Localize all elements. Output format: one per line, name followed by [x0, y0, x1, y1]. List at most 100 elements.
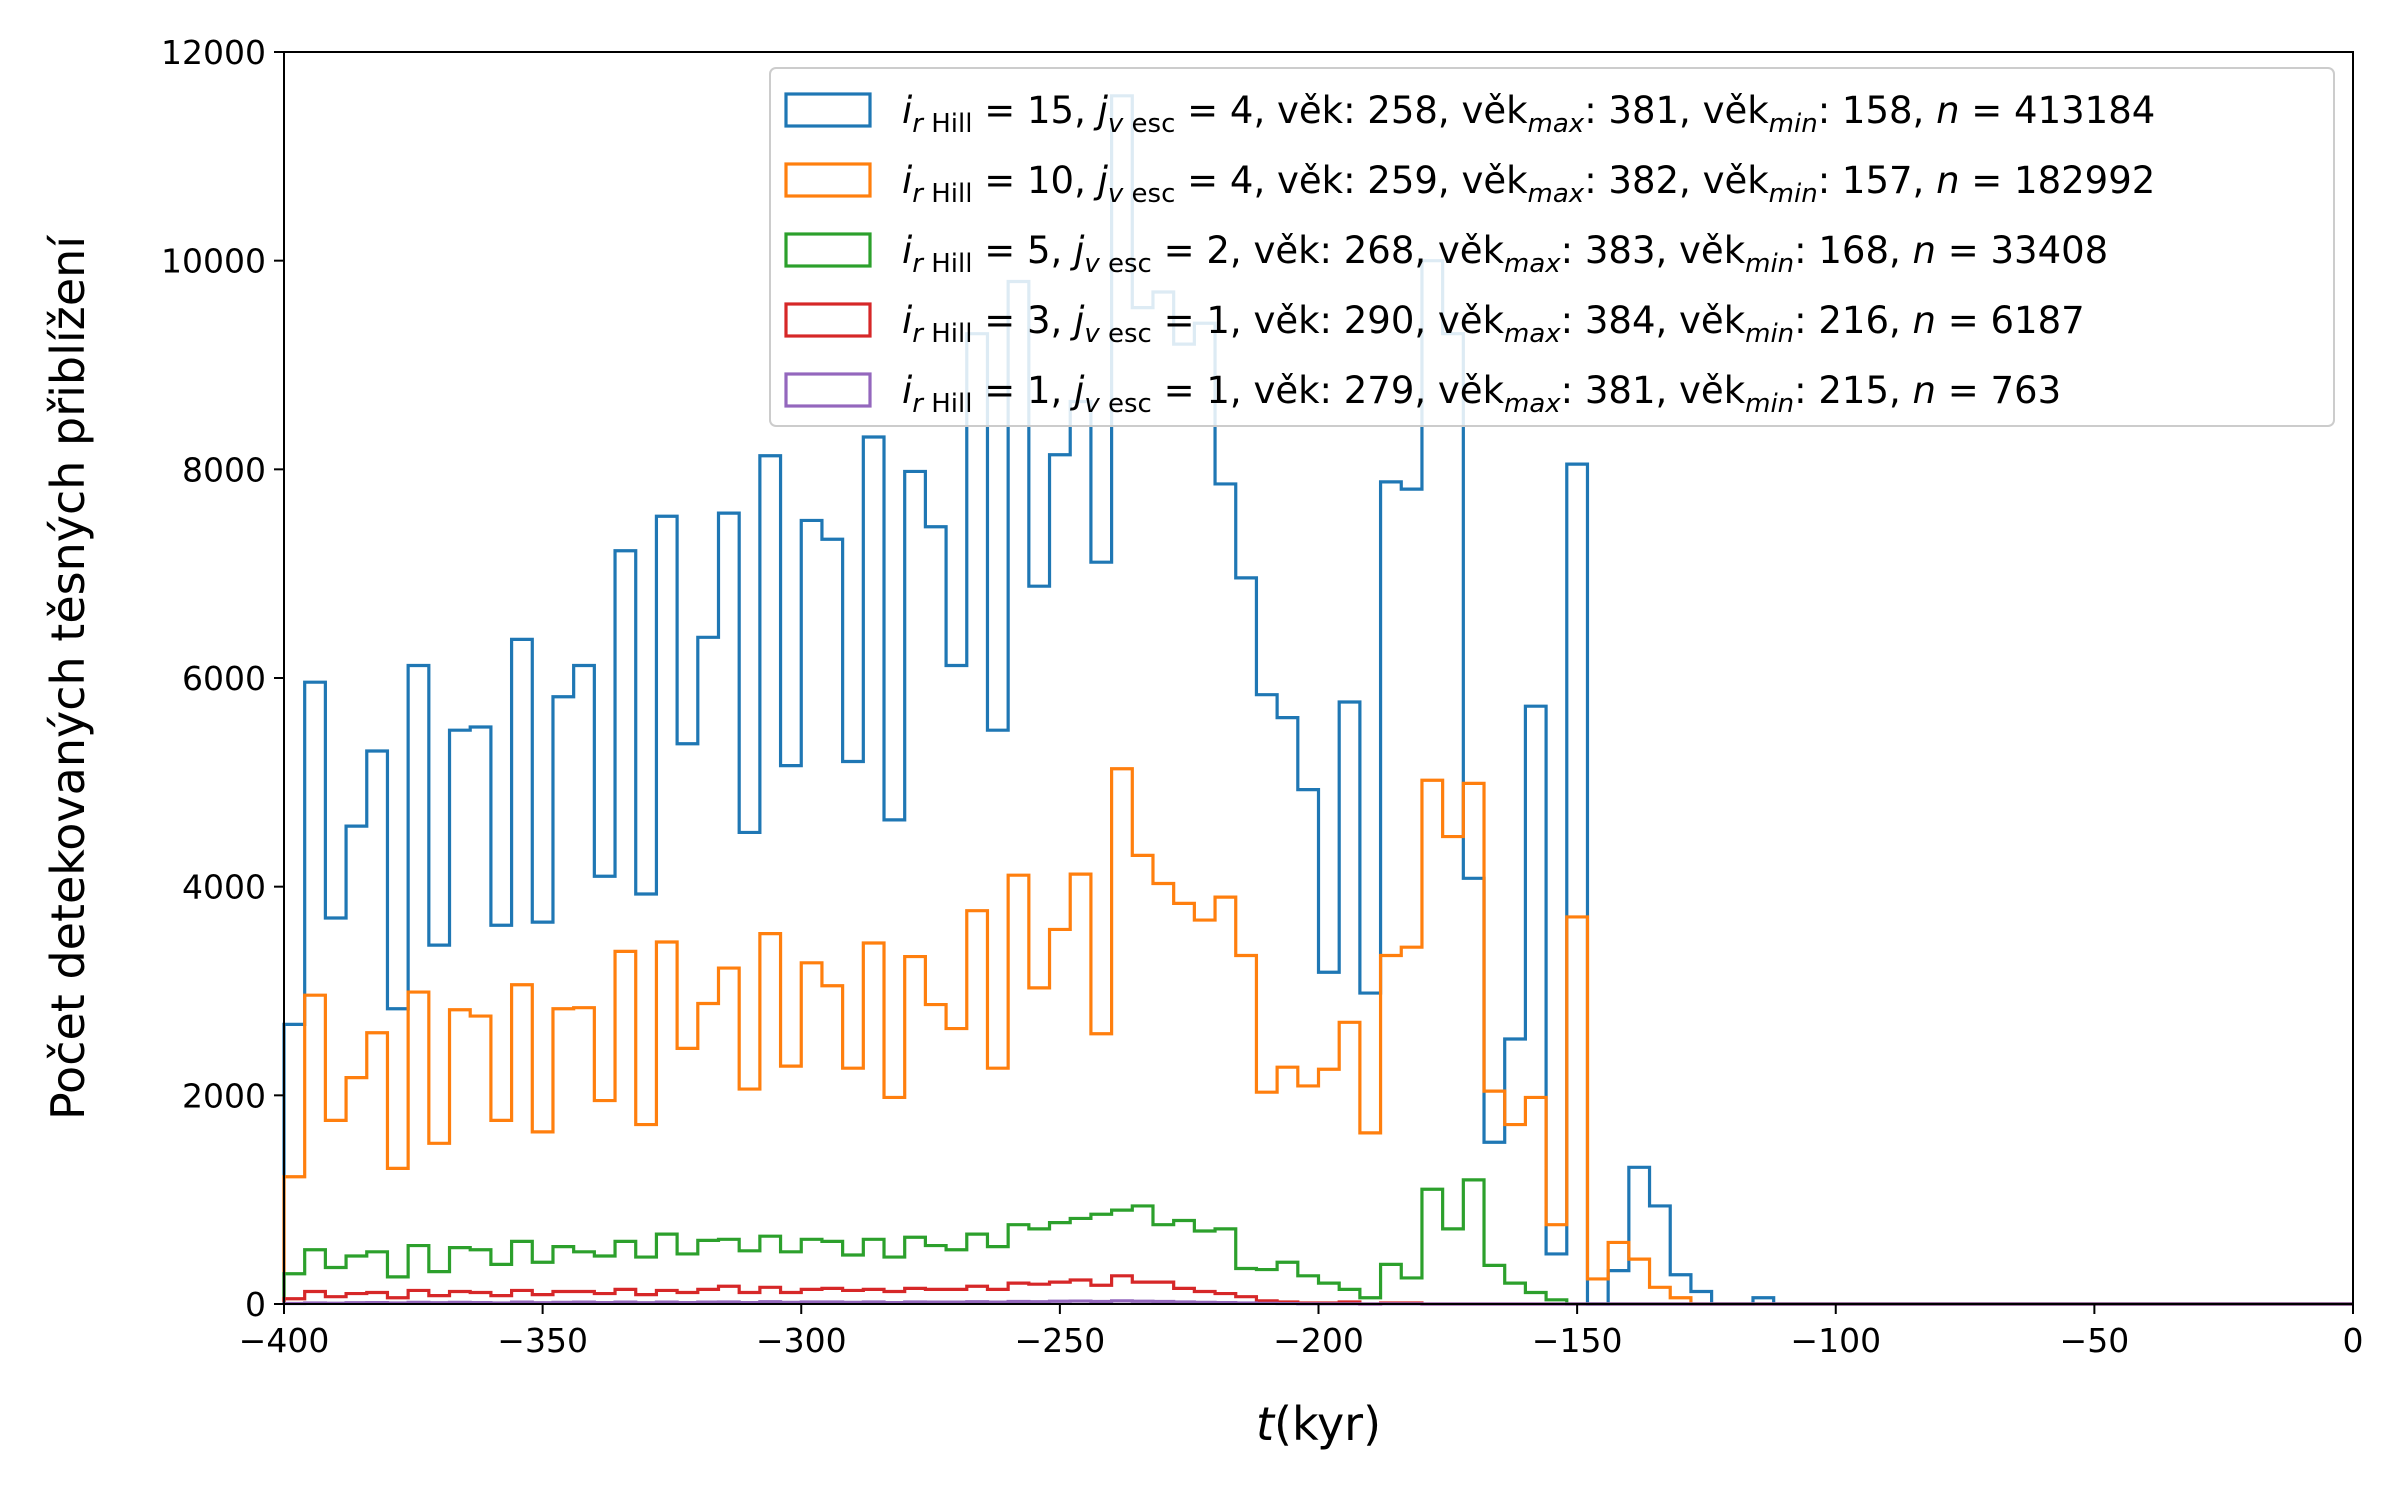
legend-token: : 168,: [1794, 229, 1912, 272]
x-tick-label: −400: [239, 1321, 330, 1360]
legend-token: = 182992: [1960, 159, 2156, 202]
legend-token: : 157,: [1818, 159, 1936, 202]
x-axis-variable: t: [1256, 1397, 1276, 1451]
legend-token: = 413184: [1960, 89, 2156, 132]
legend-token: i: [902, 229, 913, 272]
legend-token: v: [1084, 389, 1100, 419]
legend-swatch: [784, 232, 872, 268]
legend-label: ir Hill = 3, jv esc = 1, věk: 290, věkma…: [902, 299, 2085, 349]
legend-token: i: [902, 369, 913, 412]
legend-token: max: [1504, 249, 1561, 279]
legend-token: : 383, věk: [1561, 229, 1746, 272]
legend-token: r: [912, 109, 925, 139]
legend-token: = 3,: [972, 299, 1062, 342]
y-axis-label: Počet detekovaných těsných přiblížení: [41, 235, 95, 1120]
legend-token: i: [902, 299, 913, 342]
x-tick-label: 0: [2343, 1321, 2364, 1360]
legend-token: min: [1745, 319, 1794, 349]
x-axis-ticks: −400 −350 −300 −250 −200 −150 −100 −50 0: [239, 1304, 2364, 1360]
legend-token: = 763: [1936, 369, 2061, 412]
legend-token: : 381, věk: [1584, 89, 1769, 132]
legend-token: min: [1769, 109, 1818, 139]
x-tick-label: −50: [2060, 1321, 2130, 1360]
y-tick-label: 2000: [182, 1076, 266, 1115]
legend-token: = 1, věk: 290, věk: [1152, 299, 1505, 342]
legend-token: v: [1108, 109, 1124, 139]
legend-token: i: [902, 159, 913, 202]
y-axis-ticks: 0 2000 4000 6000 8000 10000 12000: [161, 33, 284, 1324]
y-tick-label: 6000: [182, 659, 266, 698]
legend-token: = 4, věk: 259, věk: [1175, 159, 1528, 202]
legend-token: max: [1504, 389, 1561, 419]
legend-token: : 384, věk: [1561, 299, 1746, 342]
x-axis-unit: (kyr): [1274, 1397, 1381, 1451]
x-tick-label: −100: [1790, 1321, 1881, 1360]
legend-token: : 158,: [1818, 89, 1936, 132]
legend-token: esc: [1123, 179, 1175, 209]
legend-swatch: [784, 302, 872, 338]
legend-token: Hill: [923, 179, 973, 209]
y-tick-label: 4000: [182, 868, 266, 907]
legend-token: r: [912, 389, 925, 419]
y-tick-label: 8000: [182, 450, 266, 489]
legend-token: r: [912, 249, 925, 279]
x-tick-label: −350: [497, 1321, 588, 1360]
legend-swatch: [784, 162, 872, 198]
legend-token: [1062, 369, 1074, 412]
legend-token: esc: [1100, 389, 1152, 419]
legend-token: [1062, 299, 1074, 342]
y-tick-label: 12000: [161, 33, 266, 72]
legend-token: = 5,: [972, 229, 1062, 272]
legend-token: = 15,: [972, 89, 1085, 132]
legend-token: [1062, 229, 1074, 272]
y-tick-label: 0: [245, 1285, 266, 1324]
legend-token: : 381, věk: [1561, 369, 1746, 412]
legend-token: esc: [1123, 109, 1175, 139]
legend-token: = 1, věk: 279, věk: [1152, 369, 1505, 412]
legend-token: n: [1913, 299, 1936, 342]
legend-token: min: [1745, 249, 1794, 279]
legend-token: esc: [1100, 249, 1152, 279]
legend-label: ir Hill = 15, jv esc = 4, věk: 258, věkm…: [902, 89, 2155, 139]
legend-label: ir Hill = 5, jv esc = 2, věk: 268, věkma…: [902, 229, 2108, 279]
x-tick-label: −300: [756, 1321, 847, 1360]
legend-token: v: [1084, 319, 1100, 349]
x-tick-label: −150: [1532, 1321, 1623, 1360]
legend-token: v: [1108, 179, 1124, 209]
legend-token: Hill: [923, 109, 973, 139]
legend-token: n: [1936, 89, 1959, 132]
legend-token: = 10,: [972, 159, 1085, 202]
legend-token: min: [1745, 389, 1794, 419]
legend-token: = 1,: [972, 369, 1062, 412]
legend-token: = 33408: [1936, 229, 2108, 272]
legend-token: = 4, věk: 258, věk: [1175, 89, 1528, 132]
y-tick-label: 10000: [161, 242, 266, 281]
legend-token: : 216,: [1794, 299, 1912, 342]
x-tick-label: −200: [1273, 1321, 1364, 1360]
legend-swatch: [784, 92, 872, 128]
legend-token: i: [902, 89, 913, 132]
legend-frame: [769, 67, 2335, 427]
legend: ir Hill = 15, jv esc = 4, věk: 258, věkm…: [769, 67, 2335, 427]
legend-token: : 215,: [1794, 369, 1912, 412]
legend-token: n: [1913, 369, 1936, 412]
legend-token: r: [912, 179, 925, 209]
legend-entries: ir Hill = 15, jv esc = 4, věk: 258, věkm…: [784, 89, 2156, 419]
legend-label: ir Hill = 1, jv esc = 1, věk: 279, věkma…: [902, 369, 2061, 419]
legend-token: Hill: [923, 389, 973, 419]
legend-token: esc: [1100, 319, 1152, 349]
legend-swatch: [784, 372, 872, 408]
legend-token: min: [1769, 179, 1818, 209]
legend-token: : 382, věk: [1584, 159, 1769, 202]
legend-token: = 6187: [1936, 299, 2085, 342]
legend-token: Hill: [923, 319, 973, 349]
x-axis-label: t(kyr): [1256, 1397, 1381, 1451]
series-3-step: [282, 1178, 2353, 1306]
legend-token: [1086, 89, 1098, 132]
legend-token: max: [1528, 179, 1585, 209]
legend-token: r: [912, 319, 925, 349]
legend-token: Hill: [923, 249, 973, 279]
legend-token: v: [1084, 249, 1100, 279]
x-tick-label: −250: [1015, 1321, 1106, 1360]
